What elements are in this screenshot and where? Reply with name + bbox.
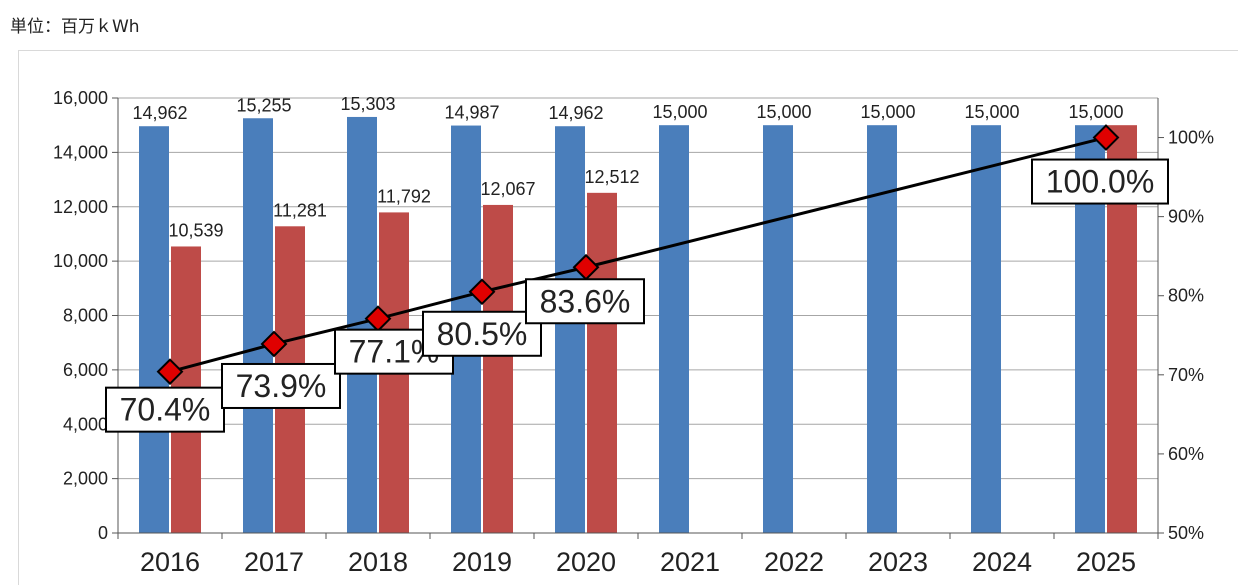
x-tick-label: 2019 — [452, 547, 512, 577]
ratio-label: 80.5% — [437, 316, 528, 352]
x-tick-label: 2024 — [972, 547, 1032, 577]
ratio-marker — [468, 278, 496, 306]
ratio-marker — [156, 358, 184, 386]
y-left-tick-label: 2,000 — [63, 469, 108, 489]
x-tick-label: 2016 — [140, 547, 200, 577]
data-label-target: 15,000 — [756, 102, 811, 122]
ratio-line — [156, 124, 1120, 386]
y-left-tick-label: 6,000 — [63, 360, 108, 380]
data-label-target: 15,000 — [1068, 102, 1123, 122]
data-label-target: 15,000 — [964, 102, 1019, 122]
data-label-target: 14,987 — [444, 103, 499, 123]
axes: 02,0004,0006,0008,00010,00012,00014,0001… — [53, 88, 1214, 577]
data-label-target: 15,303 — [340, 94, 395, 114]
data-label-target: 14,962 — [548, 103, 603, 123]
bar-target — [555, 126, 585, 533]
y-right-tick-label: 70% — [1168, 365, 1204, 385]
ratio-marker — [260, 330, 288, 358]
x-tick-label: 2022 — [764, 547, 824, 577]
y-right-tick-label: 90% — [1168, 207, 1204, 227]
x-tick-label: 2023 — [868, 547, 928, 577]
x-tick-label: 2017 — [244, 547, 304, 577]
y-left-tick-label: 0 — [98, 523, 108, 543]
ratio-label-box — [422, 310, 542, 357]
data-label-actual: 11,281 — [273, 200, 327, 220]
x-tick-label: 2025 — [1076, 547, 1136, 577]
chart-frame — [18, 50, 1238, 585]
x-tick-label: 2020 — [556, 547, 616, 577]
data-label-actual: 12,067 — [480, 179, 535, 199]
y-right-tick-label: 60% — [1168, 444, 1204, 464]
y-right-tick-label: 100% — [1168, 128, 1214, 148]
y-left-tick-label: 8,000 — [63, 306, 108, 326]
ratio-label-box — [1031, 158, 1169, 205]
ratio-marker — [1092, 124, 1120, 151]
data-label-target: 14,962 — [132, 103, 187, 123]
ratio-label: 70.4% — [120, 392, 211, 428]
bar-target — [971, 125, 1001, 533]
y-left-tick-label: 10,000 — [53, 251, 108, 271]
ratio-label: 83.6% — [540, 283, 631, 319]
data-labels: 14,962 10,539 15,255 11,281 15,303 11,792 14,9… — [105, 94, 1169, 433]
data-label-actual: 10,539 — [168, 220, 223, 240]
y-left-tick-label: 16,000 — [53, 88, 108, 108]
data-label-actual: 12,512 — [584, 167, 639, 187]
bar-target — [867, 125, 897, 533]
ratio-line-path — [169, 136, 1107, 374]
data-label-target: 15,000 — [860, 102, 915, 122]
x-tick-label: 2018 — [348, 547, 408, 577]
y-right-tick-label: 50% — [1168, 523, 1204, 543]
ratio-label-box — [525, 278, 645, 325]
y-left-tick-label: 14,000 — [53, 142, 108, 162]
y-left-tick-label: 4,000 — [63, 414, 108, 434]
bar-target — [243, 118, 273, 533]
bar-target — [139, 126, 169, 533]
data-label-target: 15,000 — [652, 102, 707, 122]
ratio-label-box — [105, 386, 225, 433]
y-right-tick-label: 80% — [1168, 286, 1204, 306]
data-label-actual: 11,792 — [377, 186, 431, 206]
x-tick-label: 2021 — [660, 547, 720, 577]
ratio-label-box — [221, 362, 341, 409]
bar-actual — [587, 192, 617, 533]
data-label-target: 15,255 — [236, 95, 291, 115]
y-left-tick-label: 12,000 — [53, 197, 108, 217]
bar-target — [763, 125, 793, 533]
bar-target — [659, 125, 689, 533]
ratio-label: 100.0% — [1046, 164, 1155, 200]
unit-label: 単位：百万ｋWh — [10, 17, 140, 37]
bar-actual — [483, 204, 513, 533]
ratio-label: 73.9% — [236, 368, 327, 404]
